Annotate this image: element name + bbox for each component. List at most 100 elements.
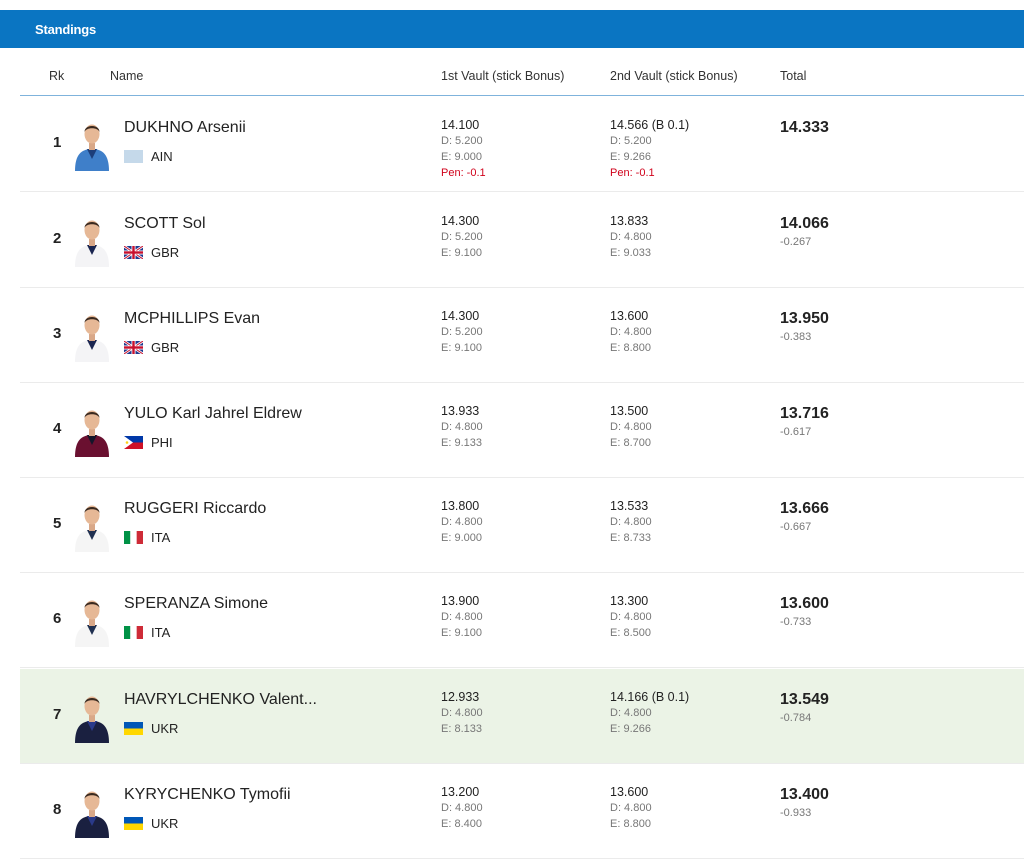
table-row[interactable]: 7 HAVRYLCHENKO Valent... UKR 12.933 D: 4.800… bbox=[20, 669, 1024, 764]
athlete-name[interactable]: RUGGERI Riccardo bbox=[124, 500, 267, 517]
vault2-score-value: 13.300 bbox=[610, 594, 649, 608]
vault2-score: 14.566 (B 0.1) D: 5.200 E: 9.266 Pen: -0.1 bbox=[610, 117, 689, 181]
total-gap-to-leader: -0.933 bbox=[780, 807, 812, 819]
table-row[interactable]: 4 YULO Karl Jahrel Eldrew PHI 13.933 D: 4.80… bbox=[20, 383, 1024, 478]
vault1-e-score: E: 9.133 bbox=[441, 437, 482, 449]
athlete-country: AIN bbox=[124, 149, 173, 164]
vault2-e-score: E: 8.500 bbox=[610, 627, 651, 639]
vault1-score-value: 13.900 bbox=[441, 594, 480, 608]
vault1-score: 13.933 D: 4.800 E: 9.133 bbox=[441, 403, 483, 451]
vault1-score-value: 13.200 bbox=[441, 785, 480, 799]
rank-number: 3 bbox=[53, 325, 62, 342]
vault1-d-score: D: 4.800 bbox=[441, 421, 483, 433]
athlete-country: GBR bbox=[124, 245, 179, 260]
total-score: 14.066 -0.267 bbox=[780, 214, 829, 250]
table-row[interactable]: 8 KYRYCHENKO Tymofii UKR 13.200 D: 4.800 E: 8… bbox=[20, 764, 1024, 859]
athlete-name[interactable]: DUKHNO Arsenii bbox=[124, 119, 246, 136]
table-row[interactable]: 1 DUKHNO Arsenii AIN 14.100 D: 5.200 E: 9.000… bbox=[20, 97, 1024, 192]
vault2-e-score: E: 9.266 bbox=[610, 151, 651, 163]
total-gap-to-leader: -0.617 bbox=[780, 426, 812, 438]
athlete-name[interactable]: SPERANZA Simone bbox=[124, 595, 269, 612]
total-score-value: 13.950 bbox=[780, 310, 829, 327]
rank-number: 4 bbox=[53, 420, 62, 437]
total-score: 13.950 -0.383 bbox=[780, 309, 829, 345]
athlete-photo[interactable] bbox=[73, 498, 111, 552]
vault2-score: 13.533 D: 4.800 E: 8.733 bbox=[610, 498, 652, 546]
gbr-flag-icon bbox=[124, 341, 143, 354]
phi-flag-icon bbox=[124, 436, 143, 449]
ita-flag-icon bbox=[124, 626, 143, 639]
athlete-photo[interactable] bbox=[73, 403, 111, 457]
athlete-photo[interactable] bbox=[73, 593, 111, 647]
athlete-photo[interactable] bbox=[73, 308, 111, 362]
standings-title: Standings bbox=[35, 22, 97, 37]
rank-number: 5 bbox=[53, 515, 62, 532]
vault1-e-score: E: 9.100 bbox=[441, 627, 482, 639]
total-score: 13.549 -0.784 bbox=[780, 690, 829, 726]
vault1-d-score: D: 4.800 bbox=[441, 707, 483, 719]
country-code: UKR bbox=[151, 721, 179, 736]
total-gap-to-leader: -0.667 bbox=[780, 521, 812, 533]
column-header-name[interactable]: Name bbox=[110, 69, 144, 83]
table-row[interactable]: 2 SCOTT Sol GBR 14.300 D: 5.200 E: 9.100 13.83… bbox=[20, 193, 1024, 288]
vault2-d-score: D: 4.800 bbox=[610, 802, 652, 814]
vault2-score-value: 13.533 bbox=[610, 499, 649, 513]
ita-flag-icon bbox=[124, 531, 143, 544]
vault1-e-score: E: 9.000 bbox=[441, 151, 482, 163]
vault1-score-value: 13.933 bbox=[441, 404, 480, 418]
vault1-d-score: D: 5.200 bbox=[441, 326, 483, 338]
column-header-vault2[interactable]: 2nd Vault (stick Bonus) bbox=[610, 69, 738, 83]
table-row[interactable]: 3 MCPHILLIPS Evan GBR 14.300 D: 5.200 E: 9.10… bbox=[20, 288, 1024, 383]
vault2-e-score: E: 8.800 bbox=[610, 342, 651, 354]
athlete-country: UKR bbox=[124, 721, 178, 736]
vault1-score: 14.300 D: 5.200 E: 9.100 bbox=[441, 213, 483, 261]
athlete-photo[interactable] bbox=[73, 689, 111, 743]
country-code: GBR bbox=[151, 340, 180, 355]
total-gap-to-leader: -0.733 bbox=[780, 616, 812, 628]
country-code: AIN bbox=[151, 149, 173, 164]
column-header-rank[interactable]: Rk bbox=[49, 69, 65, 83]
athlete-name[interactable]: KYRYCHENKO Tymofii bbox=[124, 786, 291, 803]
vault2-penalty: Pen: -0.1 bbox=[610, 167, 655, 179]
total-score-value: 14.333 bbox=[780, 119, 829, 136]
vault2-score: 13.300 D: 4.800 E: 8.500 bbox=[610, 593, 652, 641]
country-code: ITA bbox=[151, 625, 171, 640]
vault1-d-score: D: 5.200 bbox=[441, 135, 483, 147]
vault1-penalty: Pen: -0.1 bbox=[441, 167, 486, 179]
country-code: GBR bbox=[151, 245, 180, 260]
vault1-score: 12.933 D: 4.800 E: 8.133 bbox=[441, 689, 483, 737]
athlete-name[interactable]: HAVRYLCHENKO Valent... bbox=[124, 691, 317, 708]
vault2-e-score: E: 9.266 bbox=[610, 723, 651, 735]
table-row[interactable]: 5 RUGGERI Riccardo ITA 13.800 D: 4.800 E: 9.0… bbox=[20, 478, 1024, 573]
athlete-name[interactable]: MCPHILLIPS Evan bbox=[124, 310, 261, 327]
athlete-name[interactable]: SCOTT Sol bbox=[124, 215, 206, 232]
athlete-photo[interactable] bbox=[73, 784, 111, 838]
vault2-score: 13.600 D: 4.800 E: 8.800 bbox=[610, 784, 652, 832]
vault2-e-score: E: 8.700 bbox=[610, 437, 651, 449]
athlete-country: GBR bbox=[124, 340, 179, 355]
standings-header-bar: Standings bbox=[0, 10, 1024, 48]
vault2-score-value: 14.566 (B 0.1) bbox=[610, 118, 690, 132]
vault2-score: 14.166 (B 0.1) D: 4.800 E: 9.266 bbox=[610, 689, 689, 737]
column-header-vault1[interactable]: 1st Vault (stick Bonus) bbox=[441, 69, 565, 83]
ain-flag-icon bbox=[124, 150, 143, 163]
rank-number: 2 bbox=[53, 230, 62, 247]
athlete-photo[interactable] bbox=[73, 213, 111, 267]
total-score-value: 13.549 bbox=[780, 691, 829, 708]
vault1-score-value: 14.100 bbox=[441, 118, 480, 132]
column-header-total[interactable]: Total bbox=[780, 69, 807, 83]
vault2-score-value: 13.500 bbox=[610, 404, 649, 418]
athlete-photo[interactable] bbox=[73, 117, 111, 171]
vault1-e-score: E: 9.100 bbox=[441, 342, 482, 354]
rank-number: 7 bbox=[53, 706, 62, 723]
vault1-d-score: D: 4.800 bbox=[441, 611, 483, 623]
athlete-country: ITA bbox=[124, 530, 170, 545]
ukr-flag-icon bbox=[124, 817, 143, 830]
athlete-country: PHI bbox=[124, 435, 173, 450]
table-row[interactable]: 6 SPERANZA Simone ITA 13.900 D: 4.800 E: 9.10… bbox=[20, 573, 1024, 668]
total-score-value: 13.600 bbox=[780, 595, 829, 612]
athlete-name[interactable]: YULO Karl Jahrel Eldrew bbox=[124, 405, 302, 422]
vault2-score-value: 14.166 (B 0.1) bbox=[610, 690, 690, 704]
vault2-score: 13.600 D: 4.800 E: 8.800 bbox=[610, 308, 652, 356]
ukr-flag-icon bbox=[124, 722, 143, 735]
